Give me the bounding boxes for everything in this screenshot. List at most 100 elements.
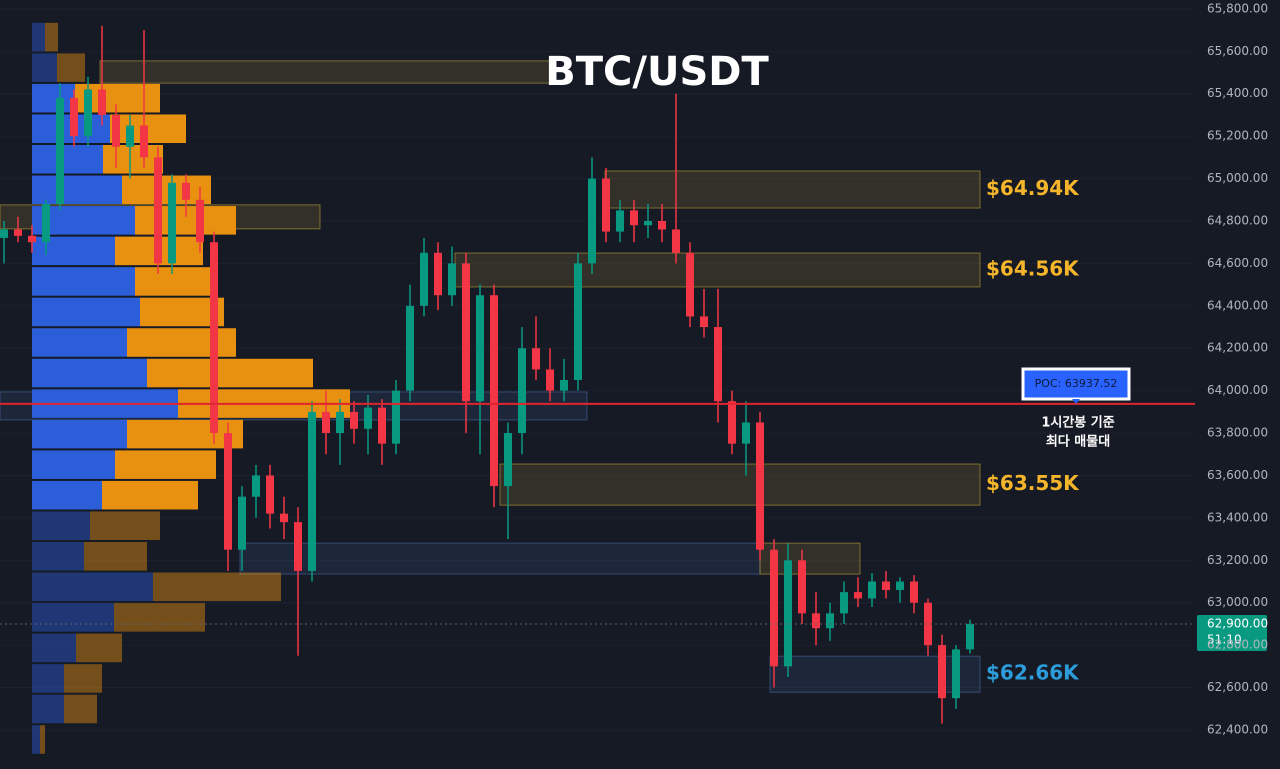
zone bbox=[769, 655, 981, 693]
profile-buy bbox=[32, 328, 127, 357]
candle-body bbox=[154, 157, 162, 264]
y-tick-label: 62,600.00 bbox=[1207, 680, 1268, 694]
candle-body bbox=[490, 295, 498, 487]
candle-body bbox=[280, 513, 288, 523]
y-tick-label: 64,600.00 bbox=[1207, 256, 1268, 270]
candle-body bbox=[826, 613, 834, 629]
profile-sell bbox=[90, 511, 160, 541]
profile-sell bbox=[76, 633, 122, 663]
candle-body bbox=[252, 475, 260, 497]
candle-body bbox=[98, 89, 106, 115]
y-tick-label: 65,800.00 bbox=[1207, 1, 1268, 15]
profile-buy bbox=[32, 542, 84, 571]
profile-buy bbox=[32, 267, 135, 296]
profile-sell bbox=[127, 328, 236, 357]
zone bbox=[239, 542, 761, 575]
profile-buy bbox=[32, 725, 40, 754]
candle-body bbox=[728, 401, 736, 444]
profile-sell bbox=[114, 603, 205, 632]
profile-buy bbox=[32, 694, 64, 724]
candle-body bbox=[392, 390, 400, 444]
candle-body bbox=[28, 235, 36, 243]
profile-buy bbox=[32, 53, 57, 82]
overlay: $64.94K $64.56K $63.55K $62.66K POC: 63937.5… bbox=[0, 176, 1268, 685]
profile-buy bbox=[32, 419, 127, 449]
y-tick-label: 63,400.00 bbox=[1207, 510, 1268, 524]
candle-body bbox=[70, 97, 78, 137]
y-tick-label: 63,600.00 bbox=[1207, 468, 1268, 482]
candle-body bbox=[868, 581, 876, 599]
zone bbox=[454, 252, 981, 288]
candle-body bbox=[546, 369, 554, 391]
zone-label: $64.56K bbox=[986, 256, 1080, 280]
candle-body bbox=[126, 125, 134, 147]
candle-body bbox=[882, 581, 890, 591]
candle-body bbox=[364, 407, 372, 429]
profile-buy bbox=[32, 358, 147, 388]
candle-body bbox=[588, 178, 596, 264]
y-tick-label: 65,200.00 bbox=[1207, 129, 1268, 143]
zone bbox=[99, 60, 556, 84]
candle-body bbox=[896, 581, 904, 591]
candle-body bbox=[812, 613, 820, 629]
profile-buy bbox=[32, 480, 102, 510]
candles bbox=[0, 25, 974, 724]
candle-body bbox=[798, 560, 806, 614]
candle-body bbox=[952, 649, 960, 699]
profile-buy bbox=[32, 511, 90, 541]
candle-body bbox=[756, 422, 764, 550]
zone-label: $64.94K bbox=[986, 176, 1080, 200]
candle-body bbox=[350, 411, 358, 429]
candle-body bbox=[0, 229, 8, 238]
candle-body bbox=[42, 204, 50, 243]
candle-body bbox=[854, 592, 862, 599]
last-price-tag bbox=[1197, 614, 1267, 651]
y-tick-label: 62,400.00 bbox=[1207, 722, 1268, 736]
candle-body bbox=[770, 549, 778, 667]
y-tick-label: 64,200.00 bbox=[1207, 341, 1268, 355]
profile-sell bbox=[153, 572, 281, 602]
candle-body bbox=[560, 380, 568, 391]
candle-body bbox=[406, 305, 414, 391]
candle-body bbox=[420, 252, 428, 306]
candle-body bbox=[112, 114, 120, 147]
y-tick-label: 65,600.00 bbox=[1207, 44, 1268, 58]
candle-body bbox=[84, 89, 92, 137]
candle-body bbox=[266, 475, 274, 514]
profile-buy bbox=[32, 297, 140, 327]
zone bbox=[499, 463, 981, 506]
profile-sell bbox=[147, 358, 313, 388]
y-tick-label: 63,200.00 bbox=[1207, 553, 1268, 567]
poc-pointer bbox=[1072, 399, 1080, 404]
candle-body bbox=[840, 592, 848, 614]
candle-body bbox=[616, 210, 624, 232]
candle-body bbox=[924, 602, 932, 646]
candle-body bbox=[182, 182, 190, 200]
candle-body bbox=[784, 560, 792, 667]
poc-label: POC: 63937.52 bbox=[1035, 377, 1118, 390]
candle-body bbox=[686, 252, 694, 317]
zone-label: $62.66K bbox=[986, 661, 1080, 685]
candle-body bbox=[532, 348, 540, 370]
profile-buy bbox=[32, 175, 122, 205]
profile-buy bbox=[32, 572, 153, 602]
candle-body bbox=[434, 252, 442, 296]
profile-sell bbox=[57, 53, 85, 82]
zone bbox=[604, 170, 981, 209]
y-tick-label: 63,000.00 bbox=[1207, 595, 1268, 609]
candle-body bbox=[700, 316, 708, 328]
candle-body bbox=[308, 411, 316, 571]
profile-buy bbox=[32, 83, 75, 113]
annotation: 최다 매물대 bbox=[1046, 434, 1110, 450]
candle-body bbox=[448, 263, 456, 296]
candle-body bbox=[966, 623, 974, 650]
candle-body bbox=[196, 199, 204, 243]
candle-body bbox=[714, 327, 722, 402]
candle-body bbox=[238, 496, 246, 550]
candle-body bbox=[210, 242, 218, 434]
candle-body bbox=[14, 229, 22, 236]
candle-body bbox=[224, 433, 232, 550]
profile-sell bbox=[64, 664, 102, 693]
profile-sell bbox=[84, 542, 147, 571]
